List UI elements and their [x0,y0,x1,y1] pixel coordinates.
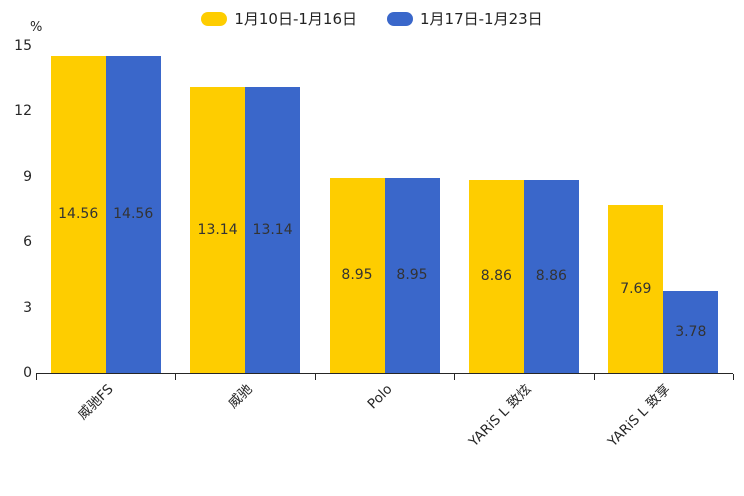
x-axis-tick [36,374,37,380]
bar-series1-YARiS L 致享: 7.69 [608,205,664,373]
bar-value-label: 13.14 [197,221,238,238]
x-axis-label-威驰FS: 威驰FS [74,381,117,424]
bar-series1-威驰: 13.14 [190,86,246,373]
x-axis-tick [733,374,734,380]
bar-value-label: 8.95 [396,267,428,284]
x-axis-label-YARiS L 致炫: YARiS L 致炫 [465,381,535,451]
x-axis-label-YARiS L 致享: YARiS L 致享 [605,381,674,451]
y-tick-label: 12 [14,103,32,120]
bar-value-label: 8.86 [535,268,567,285]
legend-item-week1: 1月10日-1月16日 [201,8,357,29]
y-tick-label: 6 [23,234,32,251]
bar-series2-威驰FS: 14.56 [105,55,161,373]
x-axis-tick [175,374,177,380]
y-tick-label: 3 [23,299,32,316]
y-tick-label: 9 [23,168,32,185]
bar-value-label: 13.14 [252,221,293,238]
bar-series2-威驰: 13.14 [245,86,301,373]
bar-value-label: 3.78 [675,323,707,340]
bar-series2-YARiS L 致炫: 8.86 [523,179,579,373]
bar-value-label: 8.95 [341,267,373,284]
x-axis-line [36,373,733,374]
legend-item-week2: 1月17日-1月23日 [387,8,543,29]
x-axis-tick [454,374,456,380]
legend-swatch-yellow [201,11,228,26]
bar-series1-Polo: 8.95 [329,177,385,373]
y-tick-label: 15 [14,38,32,54]
bar-series2-Polo: 8.95 [384,177,440,373]
y-tick-label: 0 [23,365,32,381]
x-axis-label-Polo: Polo [364,381,396,413]
bar-value-label: 14.56 [58,206,99,223]
legend-label-week2: 1月17日-1月23日 [420,10,543,28]
x-axis-label-威驰: 威驰 [225,381,256,412]
bar-series2-YARiS L 致享: 3.78 [663,290,719,373]
bar-series1-威驰FS: 14.56 [50,55,106,373]
bar-value-label: 7.69 [620,281,652,298]
y-axis-unit-label: % [30,20,43,35]
legend: 1月10日-1月16日 1月17日-1月23日 [0,8,744,29]
x-axis-tick [314,374,316,380]
x-axis-tick [593,374,595,380]
bar-value-label: 14.56 [113,206,154,223]
legend-label-week1: 1月10日-1月16日 [234,10,357,28]
bar-value-label: 8.86 [480,268,512,285]
bar-series1-YARiS L 致炫: 8.86 [468,179,524,373]
legend-swatch-blue [387,11,413,26]
